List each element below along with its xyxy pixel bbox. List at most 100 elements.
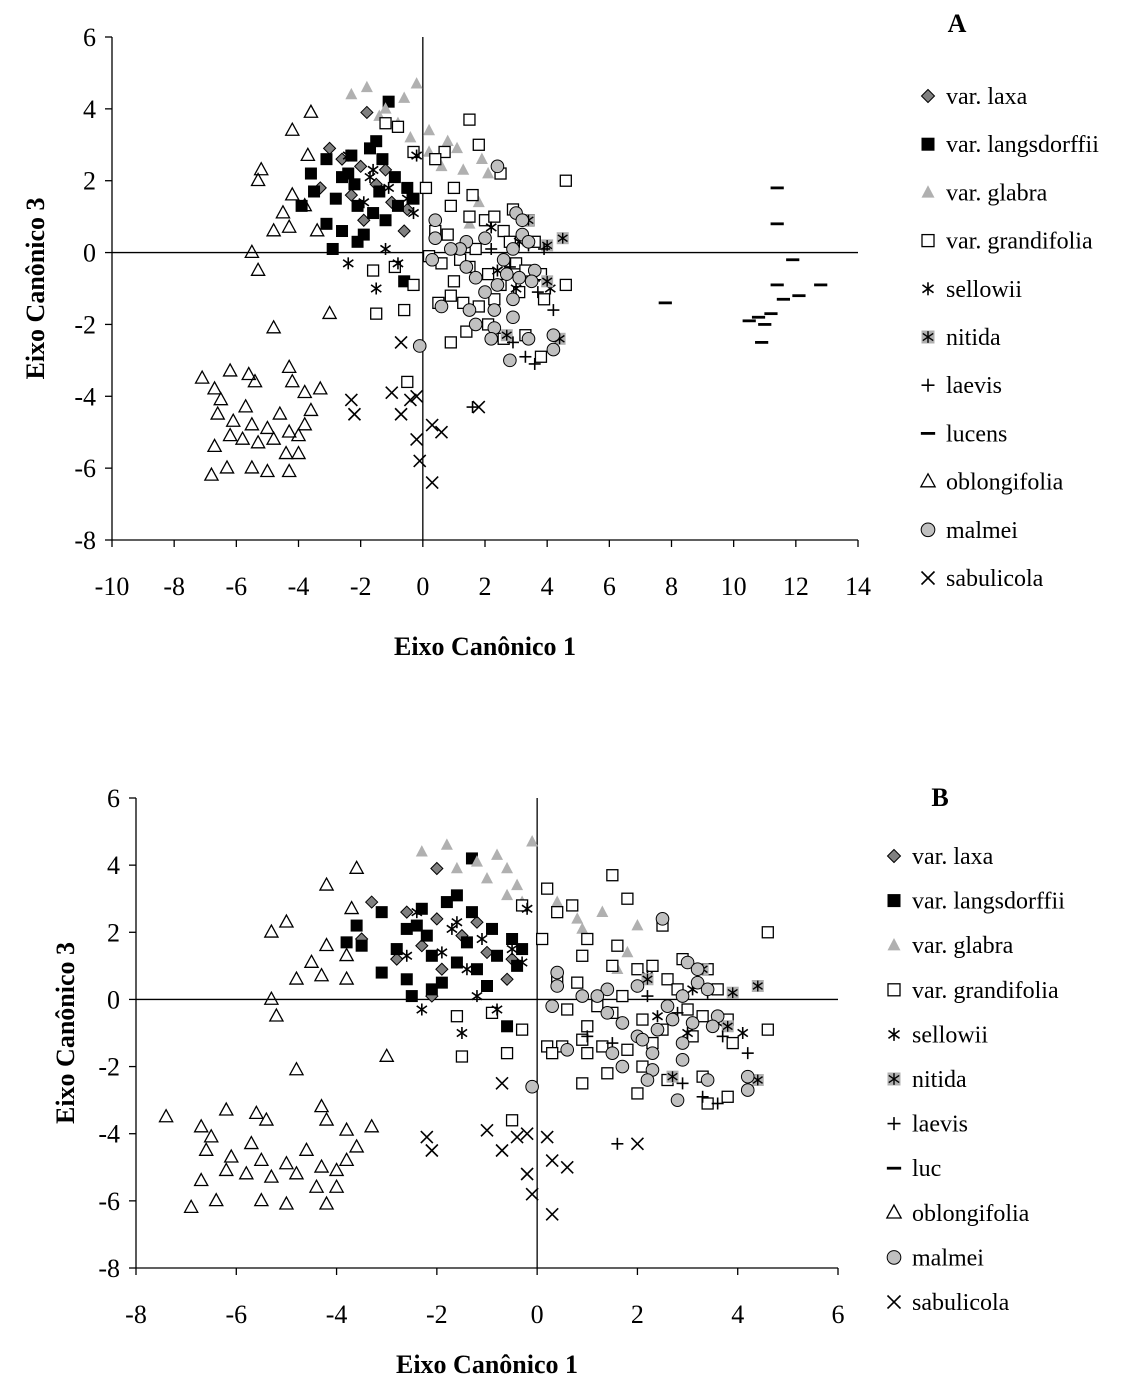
data-point (378, 163, 393, 177)
legend-marker (886, 1250, 902, 1265)
data-point (670, 1093, 685, 1107)
data-point (596, 905, 609, 917)
data-point (541, 275, 554, 288)
legend-item: laevis (887, 1112, 968, 1138)
legend-label: sellowii (912, 1022, 988, 1048)
data-point (491, 1003, 503, 1016)
data-point (462, 303, 477, 317)
legend-label: oblongifolia (912, 1201, 1030, 1227)
legend-marker (885, 1203, 903, 1219)
data-point (348, 178, 361, 191)
data-point (528, 357, 541, 370)
data-point (615, 1059, 630, 1074)
data-point (355, 939, 368, 952)
data-point (576, 922, 589, 934)
data-point (472, 195, 485, 208)
data-point (495, 1143, 509, 1158)
data-point (666, 1070, 679, 1083)
data-point (288, 1165, 305, 1180)
data-point (338, 970, 355, 985)
data-point (685, 1016, 700, 1030)
data-point (726, 1036, 739, 1050)
legend-label: var. grandifolia (912, 978, 1059, 1004)
data-point (521, 234, 536, 249)
data-point (338, 947, 355, 962)
data-point (590, 989, 605, 1003)
data-point (470, 855, 483, 867)
data-point (430, 912, 444, 926)
data-point (481, 980, 493, 992)
legend-item: sellowii (922, 277, 1022, 303)
data-point (490, 159, 505, 174)
series-laevis (466, 239, 560, 414)
y-axis-label: Eixo Canônico 3 (51, 942, 80, 1124)
legend-item: sabulicola (920, 566, 1044, 592)
legend-item: nitida (887, 1067, 967, 1093)
data-point (469, 242, 482, 256)
data-point (353, 159, 368, 174)
data-point (510, 1130, 524, 1144)
data-point (318, 1195, 335, 1210)
data-point (581, 1020, 594, 1033)
legend-label: var. langsdorffii (946, 132, 1099, 158)
data-point (411, 906, 423, 919)
y-tick-label: 4 (107, 851, 120, 880)
data-point (515, 213, 530, 228)
data-point (550, 979, 565, 993)
data-point (488, 210, 501, 223)
data-point (379, 102, 392, 114)
x-tick-label: 12 (783, 572, 809, 601)
legend-marker (920, 88, 936, 104)
data-point (198, 1141, 214, 1156)
x-tick-label: 8 (665, 572, 678, 601)
data-point (253, 1152, 270, 1167)
data-point (407, 278, 420, 292)
data-point (501, 861, 514, 874)
data-point (428, 231, 443, 245)
data-point (370, 307, 383, 320)
legend: var. laxa var. langsdorffii var. glabra var… (885, 844, 1065, 1316)
x-axis-label: Eixo Canônico 1 (396, 1350, 578, 1379)
legend-label: oblongifolia (946, 470, 1064, 496)
data-point (506, 943, 518, 956)
data-point (435, 159, 448, 172)
series-var-langsdorffii (340, 852, 529, 1033)
data-point (503, 353, 517, 368)
data-point (435, 962, 449, 976)
data-point (297, 416, 313, 431)
data-point (645, 1046, 660, 1060)
legend-marker (887, 938, 901, 951)
data-point (463, 210, 476, 223)
data-point (363, 1118, 380, 1133)
data-point (682, 1027, 694, 1039)
data-point (566, 899, 579, 912)
data-point (500, 972, 514, 986)
data-point (209, 405, 226, 420)
data-point (425, 949, 438, 962)
series-var-glabra (345, 77, 495, 229)
data-point (329, 192, 342, 205)
data-point (616, 989, 629, 1003)
data-point (551, 895, 564, 907)
x-tick-label: 6 (832, 1300, 845, 1329)
data-point (447, 181, 461, 195)
data-point (340, 936, 353, 949)
data-point (391, 120, 405, 133)
data-point (248, 1105, 265, 1120)
data-point (328, 1178, 345, 1193)
data-point (438, 145, 451, 159)
data-point (312, 380, 328, 395)
data-point (611, 939, 624, 952)
series-oblongifolia (194, 103, 338, 481)
legend-item: var. glabra (887, 933, 1014, 959)
data-point (506, 310, 520, 325)
data-point (320, 153, 333, 166)
data-point (496, 252, 511, 267)
data-point (470, 915, 484, 929)
data-point (631, 918, 644, 931)
data-point (342, 149, 354, 162)
legend-item: var. grandifolia (887, 978, 1059, 1004)
data-point (297, 384, 313, 399)
legend-marker (921, 233, 935, 248)
data-point (360, 105, 374, 120)
